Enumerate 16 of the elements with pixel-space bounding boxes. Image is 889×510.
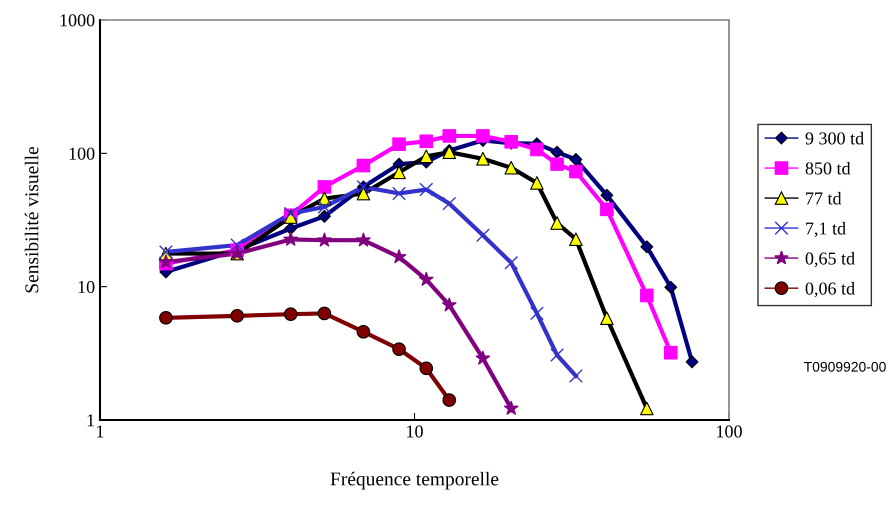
x-tick-label: 10 <box>407 425 423 438</box>
text: T0909920-00 <box>804 362 886 372</box>
legend-label: 9 300 td <box>806 132 864 145</box>
legend-label: 0,65 td <box>806 252 855 268</box>
x-axis-title: Fréquence temporelle <box>330 472 498 490</box>
x-tick-label: 100 <box>717 425 742 438</box>
y-tick-label: 1000 <box>60 14 94 26</box>
y-tick-label: 10 <box>78 280 94 294</box>
y-axis-title: Sensibilité visuelle <box>24 146 38 292</box>
legend-label: 850 td <box>806 162 850 175</box>
legend-label: 0,06 td <box>806 282 855 298</box>
legend-label: 77 td <box>806 192 842 205</box>
y-tick-label: 1 <box>88 414 94 426</box>
y-tick-label: 100 <box>70 148 94 160</box>
legend-label: 7,1 td <box>806 222 846 238</box>
x-tick-label: 1 <box>97 425 104 438</box>
